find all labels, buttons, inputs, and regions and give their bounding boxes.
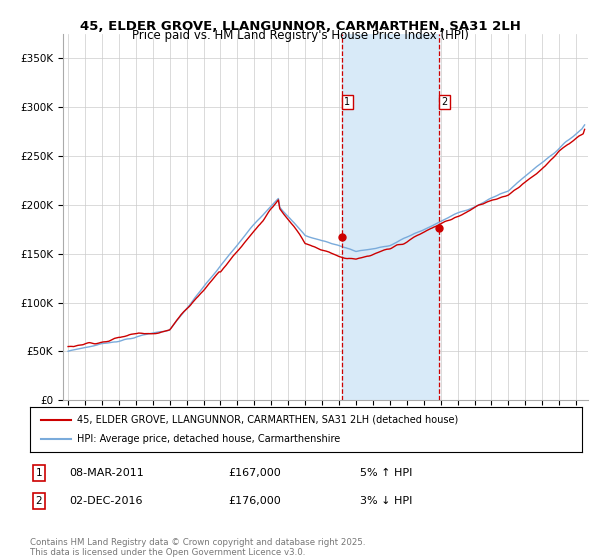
Text: Price paid vs. HM Land Registry's House Price Index (HPI): Price paid vs. HM Land Registry's House … [131,29,469,42]
Text: 08-MAR-2011: 08-MAR-2011 [69,468,144,478]
Text: £167,000: £167,000 [228,468,281,478]
Text: 45, ELDER GROVE, LLANGUNNOR, CARMARTHEN, SA31 2LH (detached house): 45, ELDER GROVE, LLANGUNNOR, CARMARTHEN,… [77,414,458,424]
Text: 1: 1 [35,468,43,478]
Text: Contains HM Land Registry data © Crown copyright and database right 2025.
This d: Contains HM Land Registry data © Crown c… [30,538,365,557]
Text: 1: 1 [344,97,350,107]
Text: 45, ELDER GROVE, LLANGUNNOR, CARMARTHEN, SA31 2LH: 45, ELDER GROVE, LLANGUNNOR, CARMARTHEN,… [80,20,520,32]
Text: 5% ↑ HPI: 5% ↑ HPI [360,468,412,478]
Text: 3% ↓ HPI: 3% ↓ HPI [360,496,412,506]
Text: £176,000: £176,000 [228,496,281,506]
Text: 02-DEC-2016: 02-DEC-2016 [69,496,143,506]
Bar [342,34,439,400]
Text: 2: 2 [441,97,448,107]
Text: 2: 2 [35,496,43,506]
Text: HPI: Average price, detached house, Carmarthenshire: HPI: Average price, detached house, Carm… [77,435,340,445]
